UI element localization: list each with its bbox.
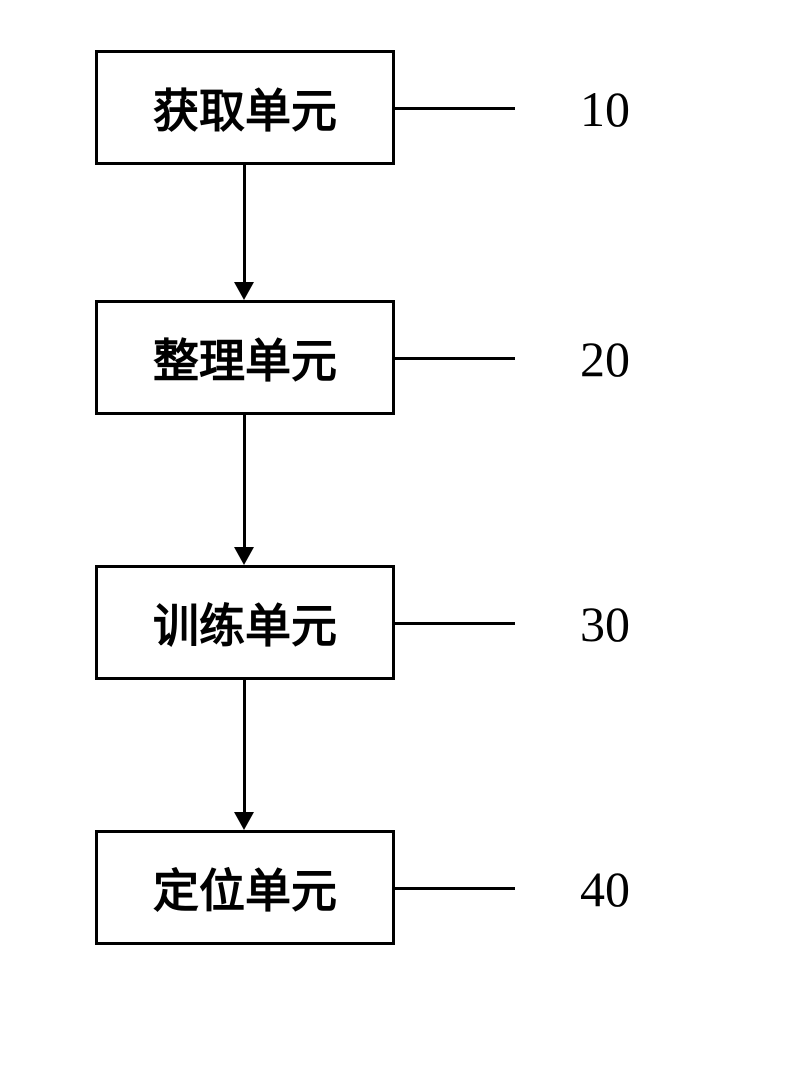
box-4-label: 定位单元: [153, 855, 337, 921]
number-label-1: 10: [580, 80, 630, 138]
arrow-3: [243, 680, 246, 812]
flowchart-box-3: 训练单元: [95, 565, 395, 680]
arrow-1: [243, 165, 246, 282]
arrow-2: [243, 415, 246, 547]
box-3-label: 训练单元: [153, 590, 337, 656]
arrow-head-2: [234, 547, 254, 565]
connector-line-2: [395, 357, 515, 360]
connector-line-1: [395, 107, 515, 110]
number-label-4: 40: [580, 860, 630, 918]
flowchart-box-1: 获取单元: [95, 50, 395, 165]
connector-line-3: [395, 622, 515, 625]
number-label-3: 30: [580, 595, 630, 653]
arrow-head-3: [234, 812, 254, 830]
connector-line-4: [395, 887, 515, 890]
number-label-2: 20: [580, 330, 630, 388]
box-1-label: 获取单元: [153, 75, 337, 141]
box-2-label: 整理单元: [153, 325, 337, 391]
flowchart-box-4: 定位单元: [95, 830, 395, 945]
arrow-head-1: [234, 282, 254, 300]
flowchart-container: 获取单元 10 整理单元 20 训练单元 30 定位单元 40: [0, 0, 793, 1083]
flowchart-box-2: 整理单元: [95, 300, 395, 415]
